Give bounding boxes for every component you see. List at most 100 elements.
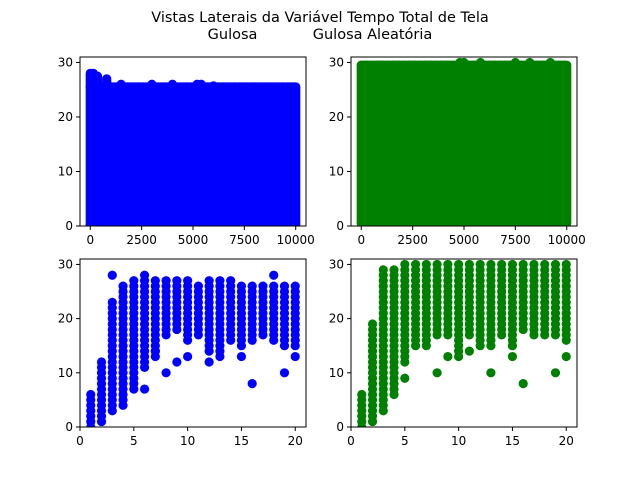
scatter-point	[378, 265, 388, 275]
axes-frame	[79, 258, 307, 428]
subplot-4: 0 5 10 15 20 0 10 20 30	[329, 257, 578, 448]
scatter-point	[432, 259, 442, 270]
y-tick-label: 20	[329, 110, 344, 124]
y-tick-label: 30	[329, 55, 344, 69]
scatter-point	[550, 368, 561, 378]
scatter-point	[561, 259, 571, 270]
scatter-point	[279, 368, 290, 378]
x-tick-label: 5000	[449, 233, 480, 247]
y-tick-label: 30	[58, 55, 73, 69]
scatter-point	[172, 357, 182, 367]
scatter-point	[107, 297, 117, 307]
x-tick-label: 10	[180, 434, 195, 448]
scatter-point	[464, 259, 474, 270]
scatter-point	[86, 389, 96, 400]
y-tick-label: 20	[58, 312, 73, 326]
scatter-point	[269, 281, 279, 291]
scatter-point	[443, 351, 453, 362]
scatter-point	[258, 281, 268, 291]
x-tick-label: 10	[451, 434, 466, 448]
scatter-point	[550, 259, 561, 270]
y-tick-label: 20	[329, 312, 344, 326]
scatter-point	[507, 351, 518, 362]
scatter-point	[389, 265, 399, 275]
scatter-point	[561, 351, 571, 362]
x-tick-label: 10000	[277, 233, 315, 247]
scatter-point	[96, 357, 107, 367]
scatter-point	[454, 351, 464, 362]
x-tick-label: 7500	[229, 233, 260, 247]
scatter-point	[247, 379, 257, 389]
scatter-point	[559, 218, 569, 226]
x-tick-label: 10000	[548, 233, 586, 247]
scatter-points	[357, 259, 571, 427]
x-tick-label: 0	[347, 434, 355, 448]
scatter-point	[290, 281, 300, 291]
x-tick-label: 20	[288, 434, 303, 448]
scatter-point	[129, 276, 139, 286]
scatter-point	[432, 368, 442, 378]
scatter-point	[204, 357, 214, 367]
scatter-point	[410, 259, 421, 270]
y-tick-label: 10	[58, 366, 73, 380]
x-tick-label: 15	[505, 434, 520, 448]
scatter-point	[400, 259, 410, 270]
scatter-point	[464, 346, 474, 356]
scatter-point	[226, 276, 236, 286]
x-tick-label: 5	[401, 434, 409, 448]
scatter-point	[559, 60, 569, 70]
scatter-point	[183, 351, 193, 362]
x-tick-label: 0	[86, 233, 94, 247]
scatter-point	[290, 351, 300, 362]
y-tick-label: 10	[58, 164, 73, 178]
scatter-point	[357, 389, 367, 400]
x-tick-label: 2500	[126, 233, 157, 247]
point-cloud	[356, 60, 572, 226]
scatter-points	[85, 68, 301, 226]
scatter-point	[518, 259, 528, 270]
scatter-point	[279, 281, 290, 291]
scatter-point	[497, 259, 507, 270]
scatter-point	[288, 219, 298, 226]
y-tick-label: 0	[336, 420, 344, 434]
scatter-point	[529, 259, 539, 270]
subplot-3: 0 5 10 15 20 0 10 20 30	[58, 257, 307, 448]
scatter-point	[454, 259, 464, 270]
y-tick-label: 10	[329, 164, 344, 178]
y-tick-label: 10	[329, 366, 344, 380]
y-tick-label: 30	[58, 257, 73, 271]
y-tick-label: 30	[329, 257, 344, 271]
scatter-point	[118, 281, 128, 291]
scatter-point	[139, 270, 150, 280]
scatter-point	[269, 270, 279, 280]
x-tick-label: 5000	[178, 233, 209, 247]
scatter-point	[421, 259, 431, 270]
subplot-2: 0 2500 5000 7500 10000 0 10 20 30	[329, 55, 586, 247]
scatter-point	[107, 270, 117, 280]
y-tick-label: 0	[65, 219, 73, 233]
scatter-point	[518, 379, 528, 389]
x-tick-label: 2500	[397, 233, 428, 247]
point-cloud	[85, 82, 301, 226]
scatter-point	[486, 368, 496, 378]
y-tick-label: 0	[336, 219, 344, 233]
axes-frame	[350, 258, 578, 428]
scatter-point	[161, 276, 171, 286]
subplot-1: 0 2500 5000 7500 10000 0 10 20 30	[58, 55, 315, 247]
x-tick-label: 0	[357, 233, 365, 247]
scatter-point	[215, 351, 225, 362]
scatter-point	[172, 276, 182, 286]
scatter-point	[139, 384, 150, 394]
scatter-point	[540, 259, 550, 270]
x-tick-label: 15	[234, 434, 249, 448]
scatter-point	[443, 259, 453, 270]
scatter-point	[193, 281, 203, 291]
scatter-point	[236, 351, 247, 362]
scatter-point	[507, 259, 518, 270]
scatter-point	[247, 281, 257, 291]
scatter-point	[486, 259, 496, 270]
figure-title-line2: Gulosa Gulosa Aleatória	[208, 27, 433, 43]
scatter-point	[161, 368, 171, 378]
